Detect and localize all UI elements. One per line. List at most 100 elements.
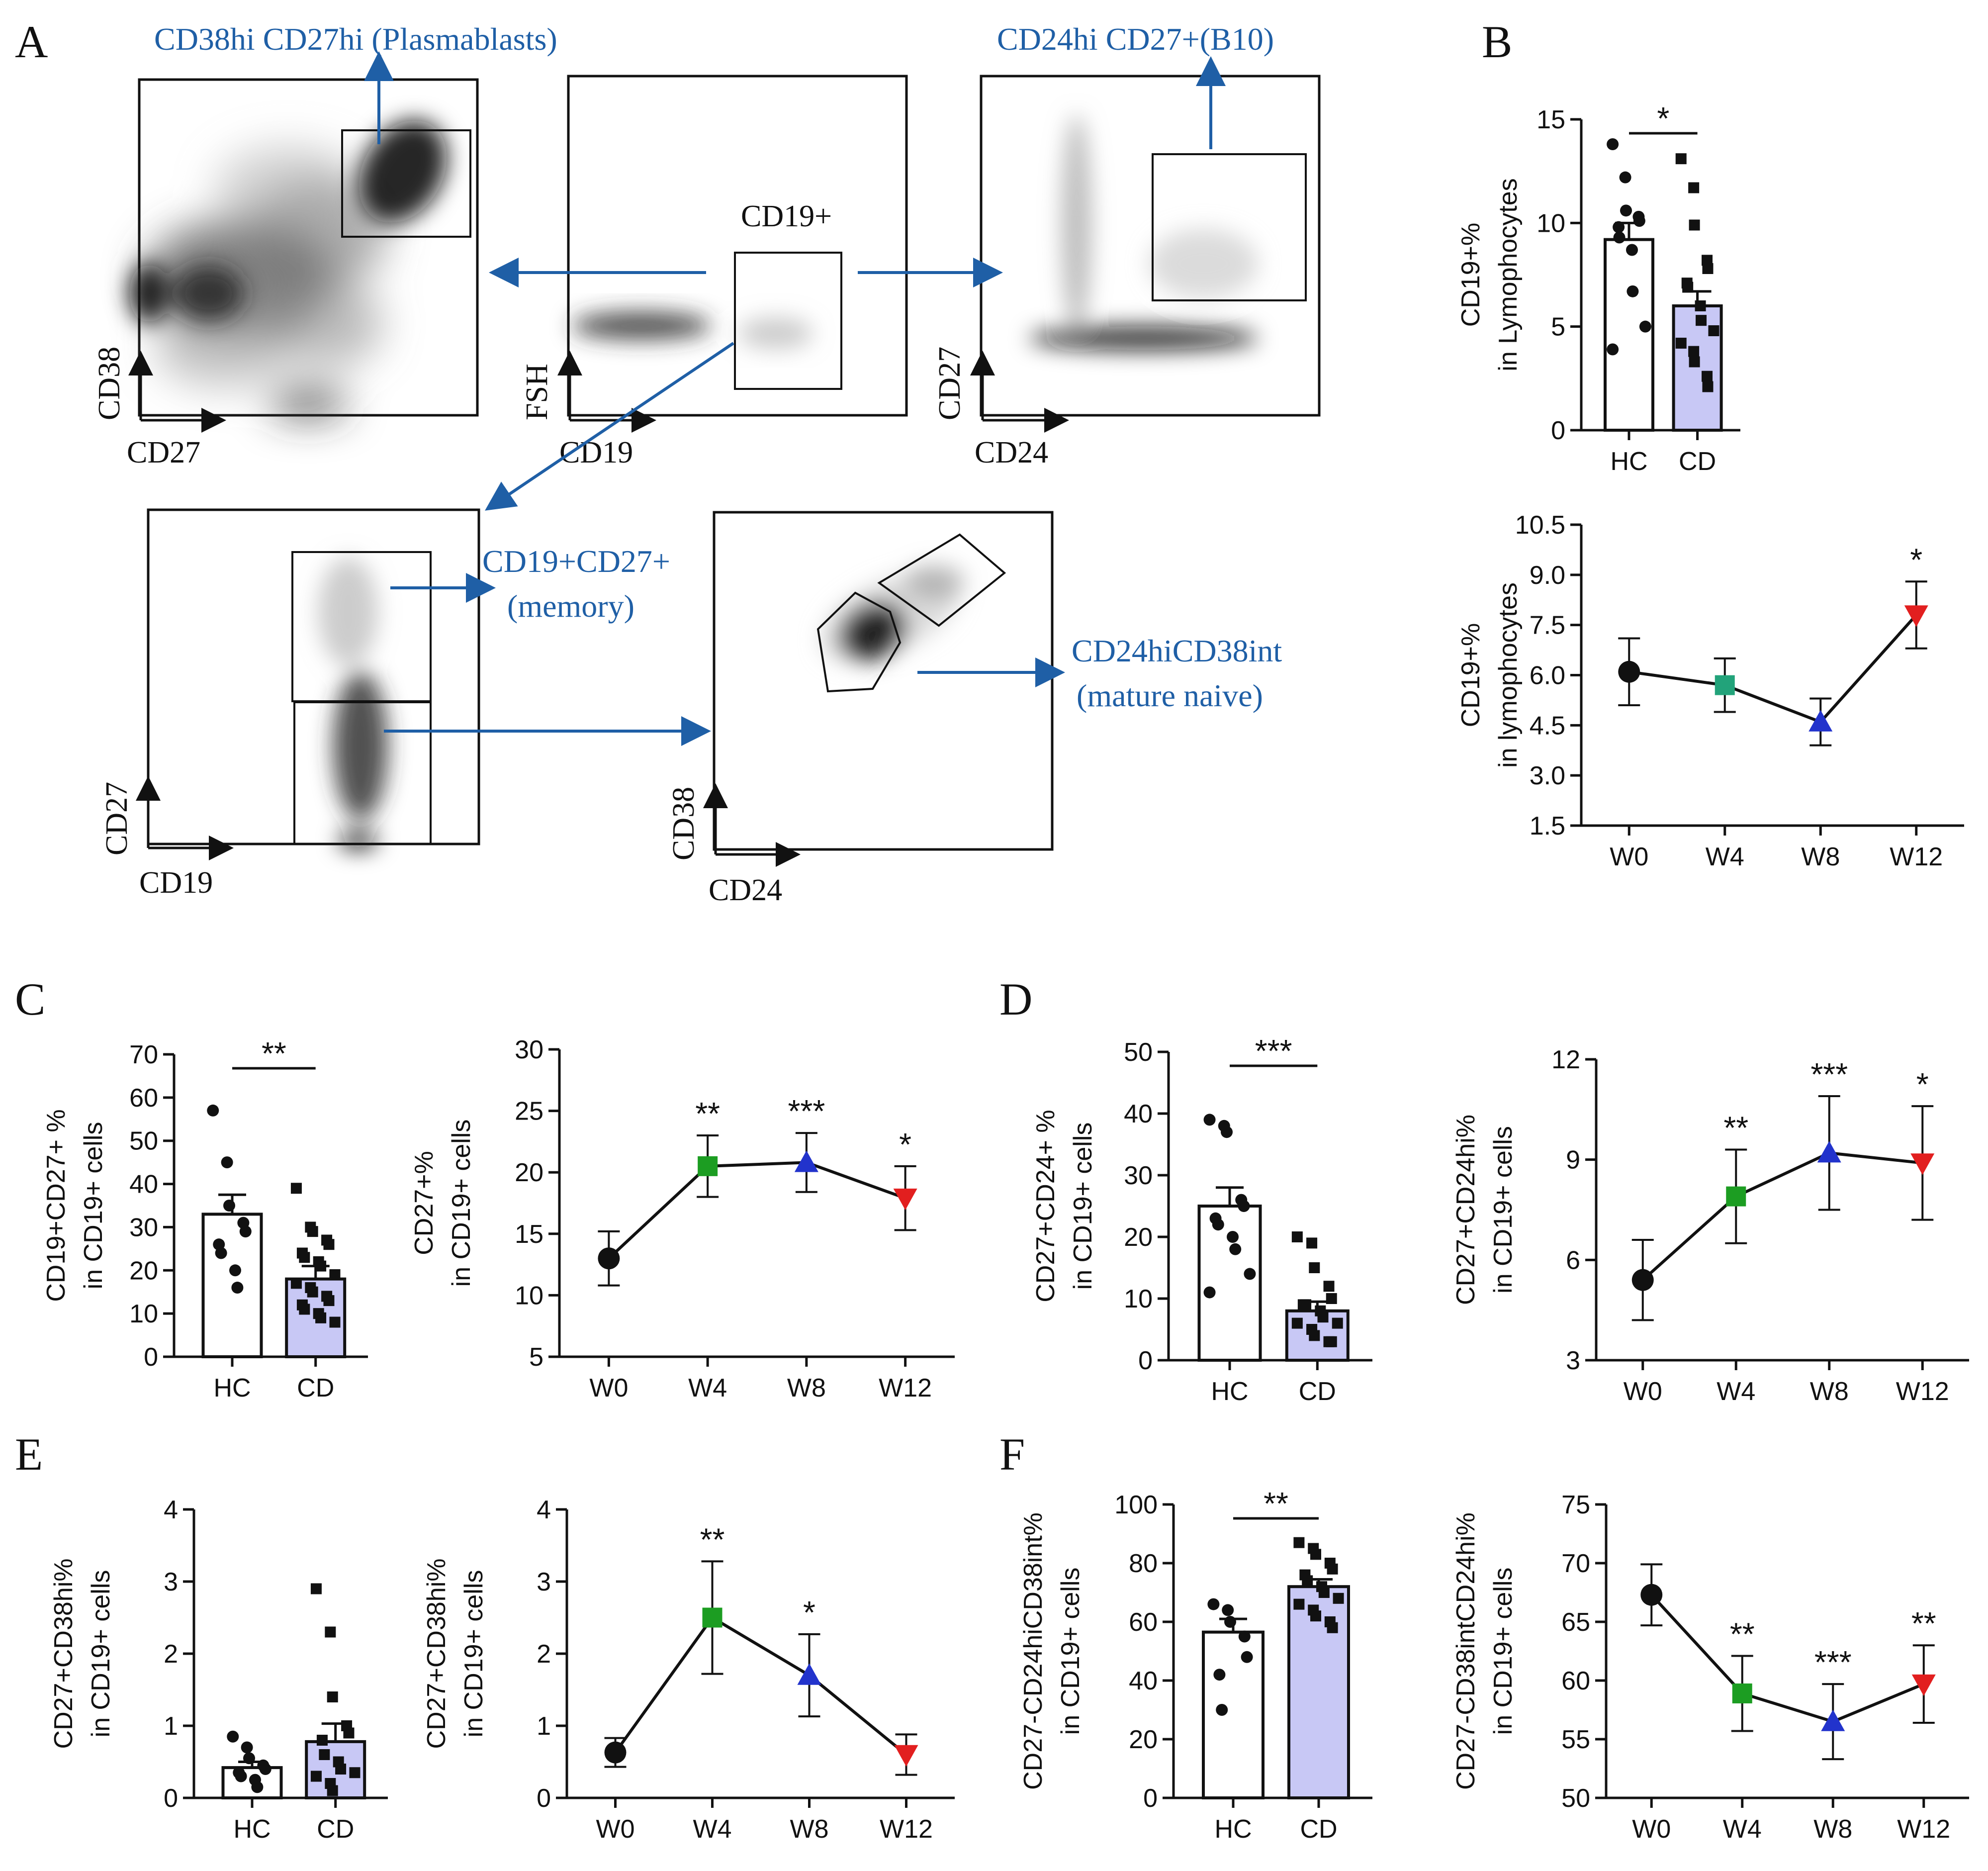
- x-tick-label: W0: [1632, 1815, 1671, 1844]
- data-point-hc: [243, 1752, 255, 1765]
- y-axis-label: in Lymophocytes: [1494, 178, 1523, 371]
- significance-marker: *: [1657, 100, 1669, 136]
- point-inverted-triangle: [1911, 1674, 1936, 1696]
- data-point-hc: [1241, 1651, 1253, 1663]
- data-point-cd: [1309, 1330, 1320, 1341]
- x-tick-label: W8: [1813, 1815, 1852, 1844]
- x-tick-label: W8: [790, 1815, 829, 1844]
- y-tick-label: 9: [1566, 1146, 1580, 1175]
- y-tick-label: 6.0: [1530, 661, 1565, 690]
- data-point-hc: [1620, 204, 1632, 217]
- y-tick-label: 5: [1551, 313, 1565, 342]
- data-point-cd: [310, 1771, 322, 1782]
- y-tick-label: 40: [1124, 1100, 1153, 1128]
- y-tick-label: 65: [1561, 1608, 1590, 1637]
- y-axis-label: CD27-CD38intCD24hi%: [1451, 1512, 1480, 1790]
- y-tick-label: 40: [1129, 1667, 1158, 1695]
- x-tick-label: HC: [213, 1374, 251, 1403]
- naive-label-line2: (mature naive): [1077, 678, 1263, 713]
- data-point-cd: [316, 1735, 328, 1746]
- data-point-cd: [1332, 1317, 1343, 1329]
- significance-marker: ***: [1814, 1644, 1852, 1680]
- data-point-hc: [231, 1282, 244, 1294]
- data-point-hc: [251, 1781, 264, 1793]
- data-point-cd: [1310, 1549, 1321, 1560]
- data-point-hc: [1613, 231, 1626, 244]
- y-tick-label: 1: [164, 1712, 178, 1741]
- y-tick-label: 10: [1124, 1285, 1153, 1313]
- chart-b2-cd19-timecourse: 1.5 3.0 4.5 6.0 7.5 9.0 10.5 CD19+% in lymophocy…: [1456, 511, 1964, 871]
- significance-marker: ***: [788, 1093, 825, 1129]
- memory-label-line2: (memory): [507, 588, 634, 624]
- x-tick-label: HC: [1211, 1377, 1248, 1406]
- y-tick-label: 30: [515, 1035, 543, 1064]
- y-axis-label: in CD19+ cells: [1056, 1568, 1085, 1735]
- significance-marker: **: [695, 1096, 720, 1131]
- panel-letter-e: E: [15, 1429, 43, 1480]
- x-tick-label: CD: [317, 1815, 354, 1844]
- data-point-cd: [1323, 1281, 1335, 1292]
- y-tick-label: 3: [164, 1568, 178, 1596]
- memory-label-line1: CD19+CD27+: [482, 544, 670, 579]
- axis-label-cd24-b10: CD24: [975, 436, 1048, 469]
- axis-label-fsh: FSH: [520, 364, 554, 420]
- x-tick-label: W4: [1706, 842, 1744, 871]
- data-point-cd: [315, 1312, 327, 1323]
- data-point-hc: [1607, 343, 1619, 356]
- data-point-hc: [1207, 1598, 1220, 1610]
- x-tick-label: HC: [233, 1815, 271, 1844]
- y-tick-label: 1: [537, 1712, 551, 1741]
- y-axis-label: CD27-CD24hiCD38int%: [1019, 1512, 1048, 1790]
- x-tick-label: W12: [1897, 1815, 1950, 1844]
- flow-axes-b10: CD27 CD24: [933, 347, 1069, 469]
- y-tick-label: 60: [1129, 1608, 1158, 1637]
- flow-axes-cd19: FSH CD19: [520, 351, 656, 469]
- data-point-cd: [290, 1183, 302, 1194]
- y-tick-label: 50: [1124, 1038, 1153, 1067]
- y-tick-label: 60: [129, 1084, 158, 1113]
- data-point-cd: [343, 1727, 355, 1739]
- data-point-cd: [1318, 1587, 1330, 1598]
- panel-letter-c: C: [15, 974, 45, 1025]
- y-tick-label: 9.0: [1530, 561, 1565, 590]
- data-point-hc: [1212, 1218, 1224, 1231]
- data-point-hc: [1613, 221, 1625, 233]
- chart-e1-cd38hi-bar: 0 1 2 3 4 CD27+CD38hi% in CD19+ cells HC CD: [49, 1496, 388, 1844]
- x-tick-label: W12: [1896, 1377, 1949, 1406]
- x-tick-label: W8: [1801, 842, 1840, 871]
- data-point-hc: [1626, 244, 1638, 256]
- x-tick-label: W4: [1717, 1377, 1755, 1406]
- flow-connectors: [364, 51, 1226, 746]
- data-point-cd: [1291, 1231, 1303, 1242]
- y-axis-label: in CD19+ cells: [87, 1570, 115, 1738]
- y-axis-label: in CD19+ cells: [1069, 1123, 1097, 1290]
- y-axis-label: CD27+%: [410, 1151, 439, 1255]
- y-tick-label: 10: [1536, 209, 1565, 238]
- point-inverted-triangle: [1904, 605, 1928, 627]
- data-point-hc: [1244, 1268, 1256, 1280]
- data-point-cd: [1326, 1293, 1337, 1304]
- point-triangle: [797, 1663, 821, 1685]
- flow-axes-naive: CD38 CD24: [667, 783, 801, 907]
- point-square: [702, 1607, 723, 1628]
- data-point-cd: [1695, 300, 1706, 311]
- data-point-hc: [1221, 1126, 1233, 1138]
- y-tick-label: 20: [1124, 1223, 1153, 1252]
- y-axis-label: in CD19+ cells: [1489, 1126, 1518, 1294]
- x-tick-label: W0: [1610, 842, 1648, 871]
- chart-c1-cd27-bar: 0 10 20 30 40 50 60 70 CD19+CD27+ % in CD19+ cell…: [42, 1035, 368, 1403]
- axis-label-cd27: CD27: [127, 436, 200, 469]
- data-point-cd: [1702, 263, 1714, 274]
- y-tick-label: 0: [164, 1784, 178, 1813]
- data-point-cd: [1689, 356, 1700, 368]
- data-point-cd: [1291, 1317, 1303, 1329]
- point-triangle: [1817, 1141, 1841, 1163]
- data-point-cd: [323, 1295, 335, 1307]
- panel-letter-a: A: [15, 16, 48, 67]
- data-point-hc: [221, 1156, 233, 1169]
- axis-label-cd38-naive: CD38: [667, 787, 701, 860]
- data-point-cd: [299, 1252, 310, 1263]
- data-point-cd: [349, 1767, 361, 1778]
- significance-marker: ***: [1255, 1033, 1292, 1069]
- y-tick-label: 0: [537, 1784, 551, 1813]
